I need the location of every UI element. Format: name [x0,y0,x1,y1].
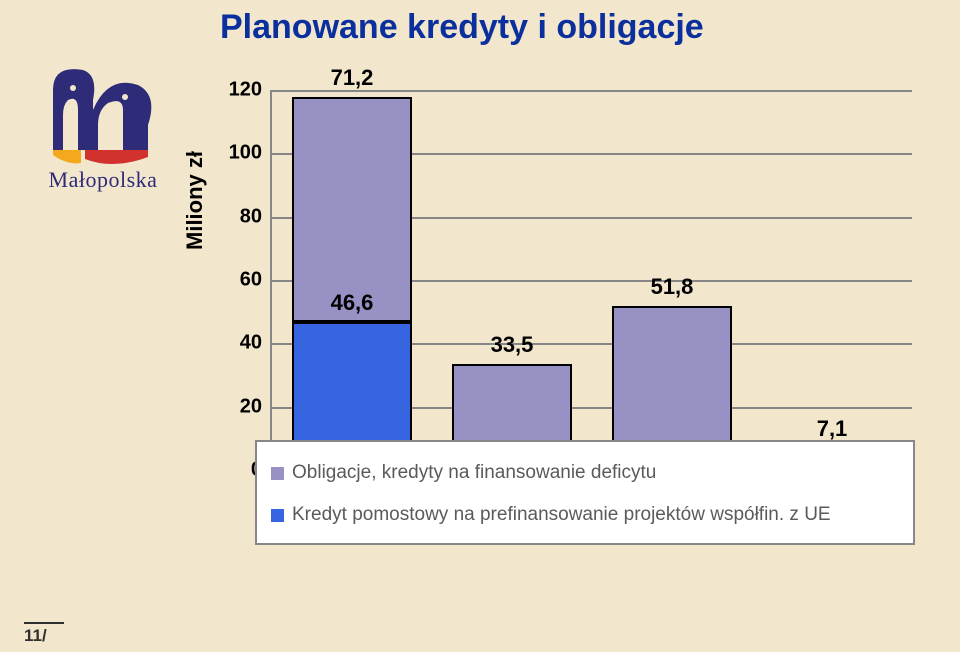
legend-swatch [271,467,284,480]
y-tick-label: 60 [212,269,262,292]
y-tick-label: 20 [212,395,262,418]
page-title: Planowane kredyty i obligacje [220,8,704,47]
logo-wordmark: Małopolska [18,167,188,193]
legend: Obligacje, kredyty na finansowanie defic… [255,440,915,545]
bar-value-label: 51,8 [612,274,732,300]
legend-label: Obligacje, kredyty na finansowanie defic… [292,462,656,484]
bar-value-label: 46,6 [292,290,412,316]
bar-value-label: 7,1 [772,416,892,442]
y-tick-label: 40 [212,332,262,355]
legend-item: Kredyt pomostowy na prefinansowanie proj… [271,494,899,536]
legend-label: Kredyt pomostowy na prefinansowanie proj… [292,504,831,526]
plot-area: 02040608010012071,246,6201533,5201651,82… [270,90,912,472]
page-number: 11/ [24,622,64,646]
y-tick-label: 120 [212,79,262,102]
bar-value-label: 33,5 [452,332,572,358]
bar-value-label: 71,2 [292,65,412,91]
y-axis-label: Miliony zł [182,151,208,250]
legend-swatch [271,509,284,522]
legend-item: Obligacje, kredyty na finansowanie defic… [271,452,899,494]
y-tick-label: 100 [212,142,262,165]
bar-obligacje [292,97,412,322]
logo: Małopolska [18,55,188,193]
logo-mark [43,55,163,165]
y-tick-label: 80 [212,205,262,228]
